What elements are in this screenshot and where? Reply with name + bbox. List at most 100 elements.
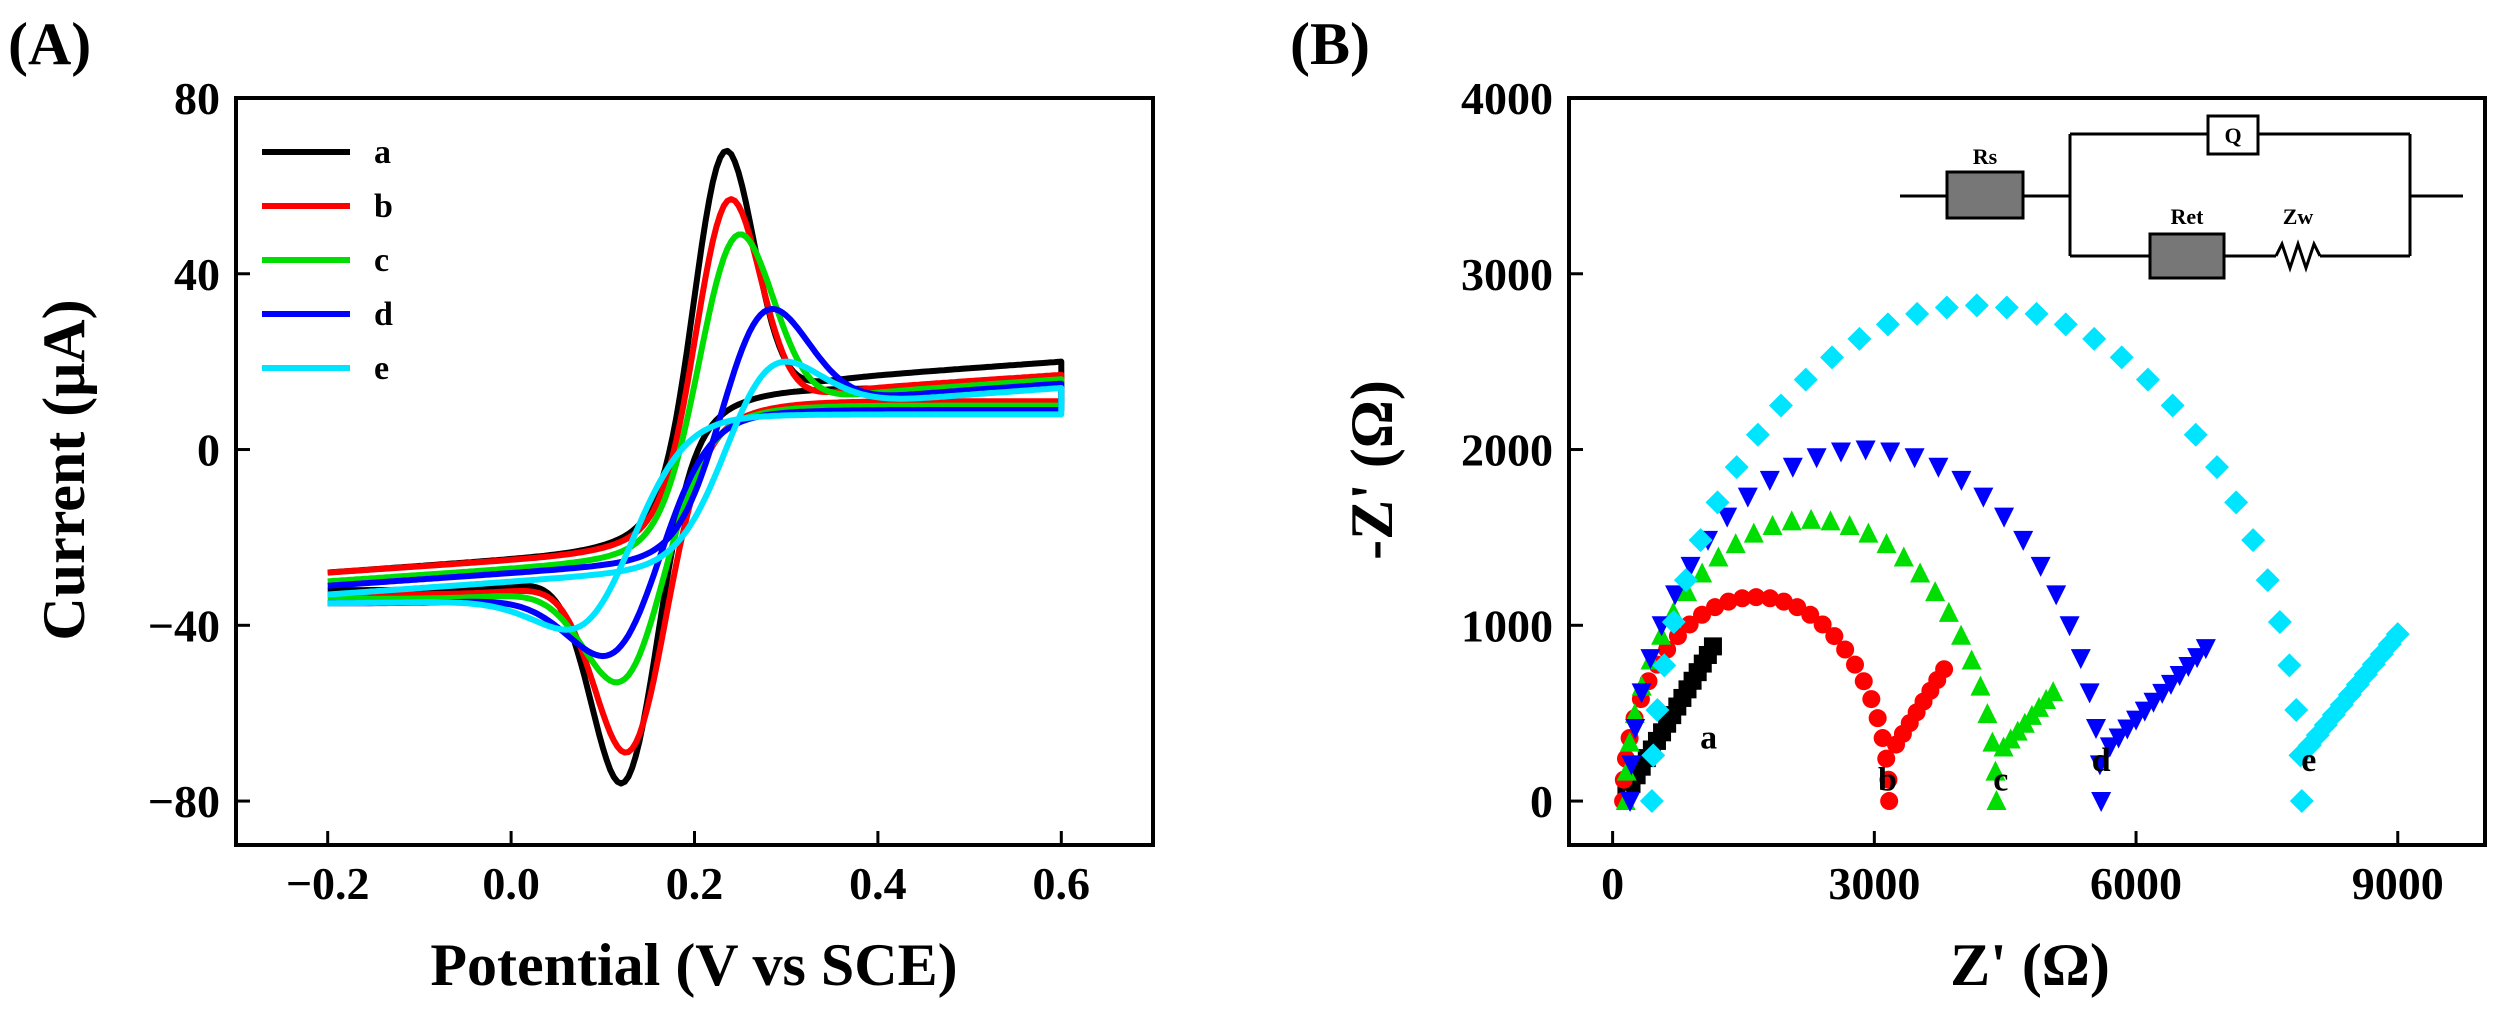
eis-point-b bbox=[1879, 770, 1898, 789]
cv-legend-label-a: a bbox=[374, 134, 391, 171]
eis-point-d bbox=[2178, 657, 2199, 678]
cv-legend-label-c: c bbox=[374, 242, 389, 279]
eis-point-c bbox=[1725, 533, 1746, 554]
eis-x-tick-label: 0 bbox=[1601, 858, 1624, 909]
eis-point-c bbox=[1708, 546, 1729, 567]
eis-point-d bbox=[1951, 470, 1972, 491]
eis-point-d bbox=[1782, 457, 1803, 478]
eis-point-d bbox=[2089, 755, 2110, 776]
eis-point-e bbox=[1819, 345, 1844, 370]
eis-point-e bbox=[1793, 367, 1818, 392]
eis-point-e bbox=[2267, 610, 2292, 635]
eis-point-e bbox=[1705, 490, 1730, 515]
eis-point-c bbox=[1970, 675, 1991, 696]
circuit-warburg-element bbox=[2274, 239, 2322, 273]
eis-point-d bbox=[2079, 683, 2100, 704]
cv-y-tick-label: 40 bbox=[174, 249, 220, 300]
circuit-ret-resistor bbox=[2148, 232, 2226, 280]
eis-point-c bbox=[1982, 731, 2003, 752]
eis-point-d bbox=[2117, 719, 2138, 740]
eis-point-b bbox=[1813, 615, 1832, 634]
eis-point-b bbox=[1680, 615, 1699, 634]
eis-x-tick-label: 9000 bbox=[2352, 858, 2444, 909]
eis-point-d bbox=[1717, 507, 1738, 528]
eis-point-d bbox=[1631, 683, 1652, 704]
eis-point-e bbox=[1688, 528, 1713, 553]
circuit-label-ret: Ret bbox=[2171, 204, 2205, 229]
eis-point-c bbox=[1781, 510, 1802, 531]
eis-point-c bbox=[1820, 510, 1841, 531]
eis-point-e bbox=[1641, 743, 1666, 768]
eis-point-d bbox=[2187, 648, 2208, 669]
eis-point-d bbox=[2070, 649, 2091, 670]
eis-point-e bbox=[1724, 455, 1749, 480]
eis-point-c bbox=[1961, 649, 1982, 670]
eis-point-d bbox=[1994, 507, 2015, 528]
eis-y-tick-label: 4000 bbox=[1461, 73, 1553, 124]
eis-point-d bbox=[1904, 448, 1925, 469]
eis-point-d bbox=[1680, 556, 1701, 577]
eis-point-b bbox=[1825, 627, 1844, 646]
cv-legend-label-d: d bbox=[374, 296, 393, 333]
eis-y-tick-label: 0 bbox=[1530, 776, 1553, 827]
eis-point-c bbox=[1619, 731, 1640, 752]
eis-point-c bbox=[1839, 514, 1860, 535]
cv-x-tick-label: 0.2 bbox=[666, 858, 724, 909]
eis-point-b bbox=[1880, 792, 1899, 811]
eis-point-e bbox=[2109, 345, 2134, 370]
eis-point-e bbox=[1964, 293, 1989, 318]
eis-point-e bbox=[1645, 697, 1670, 722]
eis-point-b bbox=[1733, 589, 1752, 608]
eis-curve-label-d: d bbox=[2092, 742, 2111, 779]
cv-y-tick-label: 0 bbox=[197, 425, 220, 476]
eis-point-d bbox=[2086, 718, 2107, 739]
cv-x-tick-label: −0.2 bbox=[286, 858, 370, 909]
eis-point-d bbox=[1973, 487, 1994, 508]
eis-point-d bbox=[2046, 585, 2067, 606]
eis-plot-frame bbox=[1567, 96, 2487, 847]
eis-point-c bbox=[1893, 546, 1914, 567]
eis-point-c bbox=[1692, 562, 1713, 583]
eis-point-e bbox=[2053, 312, 2078, 337]
cv-curve-e bbox=[327, 358, 1065, 633]
equivalent-circuit-inset bbox=[1900, 114, 2463, 280]
eis-point-b bbox=[1788, 598, 1807, 617]
eis-point-d bbox=[1737, 487, 1758, 508]
eis-point-b bbox=[1774, 592, 1793, 611]
eis-point-e bbox=[1847, 326, 1872, 351]
cv-y-tick-label: −80 bbox=[148, 776, 220, 827]
eis-point-b bbox=[1873, 729, 1892, 748]
eis-point-d bbox=[2030, 556, 2051, 577]
eis-point-e bbox=[2204, 455, 2229, 480]
eis-point-b bbox=[1877, 749, 1896, 768]
circuit-label-q: Q bbox=[2224, 123, 2241, 148]
eis-point-e bbox=[1745, 422, 1770, 447]
eis-point-c bbox=[1677, 581, 1698, 602]
eis-curve-label-e: e bbox=[2301, 742, 2316, 779]
eis-point-d bbox=[1640, 649, 1661, 670]
cv-y-axis-label: Current (μA) bbox=[31, 299, 97, 640]
eis-point-d bbox=[1759, 470, 1780, 491]
eis-curve-label-b: b bbox=[1878, 762, 1897, 799]
eis-y-axis-label: -Z' (Ω) bbox=[1339, 380, 1405, 560]
eis-point-e bbox=[1673, 568, 1698, 593]
eis-point-e bbox=[1661, 610, 1686, 635]
cv-x-axis-label: Potential (V vs SCE) bbox=[430, 932, 957, 998]
eis-point-b bbox=[1862, 690, 1881, 709]
eis-point-d bbox=[1621, 755, 1642, 776]
eis-point-e bbox=[2024, 301, 2049, 326]
eis-point-d bbox=[2160, 674, 2181, 695]
cv-x-tick-label: 0.0 bbox=[482, 858, 540, 909]
eis-point-e bbox=[2224, 490, 2249, 515]
eis-chart: 0 3000 6000 9000 0 1000 2000 3000 4000 a b c d e Z' … bbox=[1339, 73, 2487, 998]
eis-point-d bbox=[2143, 692, 2164, 713]
eis-point-e bbox=[2255, 568, 2280, 593]
eis-point-d bbox=[2091, 792, 2112, 813]
eis-point-d bbox=[2134, 701, 2155, 722]
eis-point-b bbox=[1693, 605, 1712, 624]
eis-point-d bbox=[1830, 442, 1851, 463]
panel-label-b: (B) bbox=[1290, 11, 1370, 77]
cv-x-tick-label: 0.4 bbox=[849, 858, 907, 909]
